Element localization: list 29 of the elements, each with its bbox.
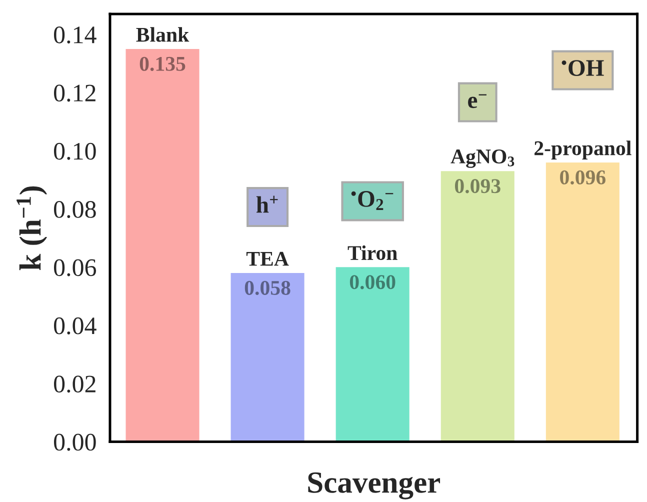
x-tick-label: TEA — [246, 252, 289, 266]
data-label: 0.135 — [140, 56, 186, 71]
y-tick-label: 0.08 — [54, 201, 96, 218]
y-axis-title: k (h$^{−1}$) — [16, 186, 48, 270]
bar — [336, 267, 410, 442]
y-tick-label: 0.14 — [54, 26, 96, 44]
annotation: e$^{−}$ — [468, 94, 486, 108]
annotation: h$^{+}$ — [256, 196, 278, 213]
data-label: 0.060 — [350, 275, 396, 290]
annotation: $^{•}$OH — [562, 60, 604, 76]
y-tick-label: 0.00 — [54, 434, 96, 451]
x-axis-title: Scavenger — [308, 472, 440, 500]
data-label: 0.093 — [454, 179, 500, 194]
y-tick-label: 0.10 — [54, 142, 96, 160]
bar — [440, 171, 514, 442]
x-tick-label: Tiron — [348, 245, 398, 260]
y-tick-label: 0.06 — [54, 259, 96, 276]
y-tick-label: 0.04 — [54, 317, 96, 334]
bar — [230, 273, 304, 442]
data-label: 0.058 — [244, 280, 290, 296]
y-tick-label: 0.02 — [54, 376, 96, 393]
bar — [126, 48, 200, 442]
bar — [546, 162, 620, 442]
y-tick-label: 0.12 — [54, 84, 96, 102]
data-label: 0.096 — [560, 170, 606, 184]
annotation: $^{•}$O$_{2}$$^{−}$ — [351, 191, 394, 210]
x-tick-label: AgNO$_{3}$ — [450, 150, 514, 168]
x-tick-label: Blank — [136, 27, 190, 42]
x-tick-label: 2-propanol — [534, 140, 632, 160]
